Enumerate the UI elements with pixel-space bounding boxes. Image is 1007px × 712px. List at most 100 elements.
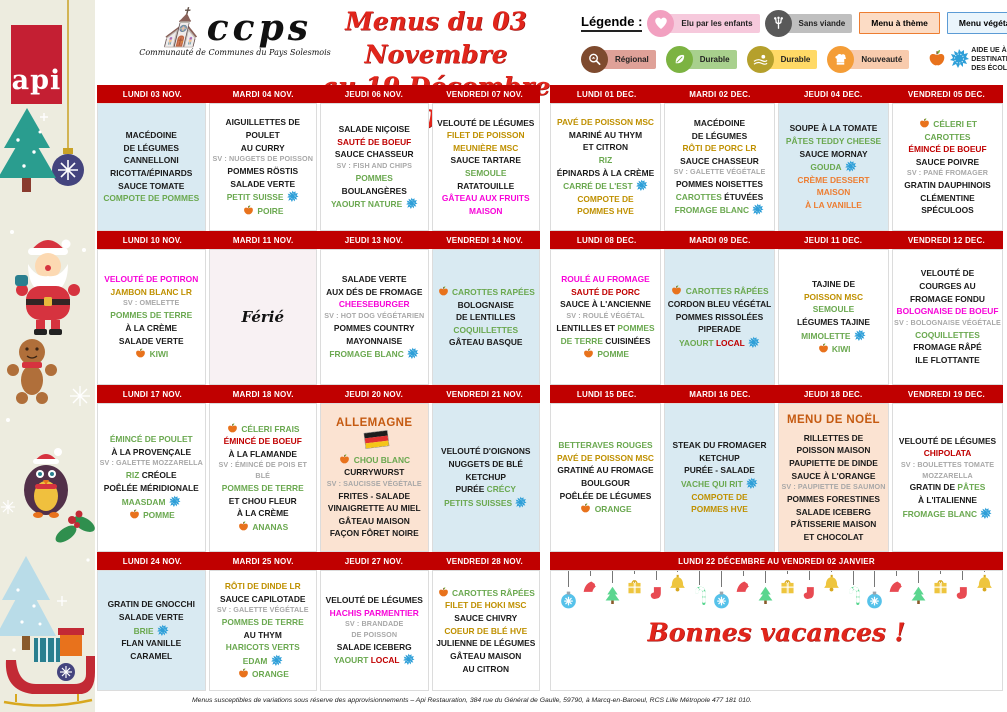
menu-line: YAOURT LOCAL xyxy=(326,653,423,667)
week-header-row: LUNDI 17 NOV. MARDI 18 NOV. JEUDI 20 NOV. V… xyxy=(97,385,540,403)
menu-cell: CÉLERI ET CAROTTES ÉMINCÉ DE BOEUF SAUCE PO… xyxy=(892,103,1003,231)
eu-fruit-apple-icon xyxy=(226,422,239,434)
menu-cell: VELOUTÉ DE COURGES AU FROMAGE FONDU BOLOGNA… xyxy=(892,249,1003,385)
menu-line: VELOUTÉ DE xyxy=(920,268,975,279)
eu-fruit-apple-icon xyxy=(918,118,931,129)
menu-line: RILLETTES DE xyxy=(803,432,864,443)
menu-line: CORDON BLEU VÉGÉTAL xyxy=(667,299,772,310)
menu-line: BOULGOUR xyxy=(581,478,630,488)
menu-line: CURRYWURST xyxy=(344,467,405,478)
menu-line: RICOTTA/ÉPINARDS xyxy=(110,168,193,178)
holiday-cell: Bonnes vacances ! xyxy=(550,570,1003,691)
legend-elu-par-les-enfants: Elu par les enfants xyxy=(647,9,760,37)
menu-line: GÂTEAU BASQUE xyxy=(448,337,523,348)
menu-line: FAÇON FÔRET NOIRE xyxy=(329,528,419,539)
day-header: JEUDI 27 NOV. xyxy=(344,556,404,566)
menu-line: COQUILLETTES xyxy=(915,329,980,340)
footer-note: Menus susceptibles de variations sous ré… xyxy=(192,697,752,704)
menu-line: ROULÉ AU FROMAGE xyxy=(561,274,650,285)
field-icon xyxy=(746,46,774,74)
day-header: JEUDI 06 NOV. xyxy=(344,89,404,99)
menu-line: KIWI xyxy=(797,342,870,356)
ornament-cane xyxy=(690,571,709,608)
menu-cell: TAJINE DE POISSON MSC SEMOULE LÉGUMES TAJIN… xyxy=(778,249,889,385)
menu-line: ET CHOCOLAT xyxy=(803,531,864,542)
day-header: MARDI 04 NOV. xyxy=(232,89,294,99)
chef-hat-icon xyxy=(827,46,855,74)
menu-line: AU CURRY xyxy=(240,142,285,153)
menu-line: CÉLERI ET xyxy=(904,117,990,131)
menu-line: DE TERRE CUISINÉES xyxy=(560,335,651,346)
menu-line: SAUTÉ DE BOEUF xyxy=(337,136,412,147)
menu-line: POISSON MAISON xyxy=(796,445,871,456)
menu-line: SV : BRANDADE xyxy=(345,619,404,629)
ornament-bell xyxy=(668,571,687,595)
menu-line: YAOURT LOCAL xyxy=(668,336,772,350)
menu-line: AU THYM xyxy=(243,629,282,640)
ornament-stocking xyxy=(800,571,819,603)
week-header-row: LUNDI 10 NOV. MARDI 11 NOV. JEUDI 13 NOV. V… xyxy=(97,231,540,249)
menu-line: PETITS SUISSES xyxy=(441,496,530,510)
menu-cell: CAROTTES RAPÉES BOLOGNAISE DE LENTILLES COQ… xyxy=(431,249,540,385)
menu-line: SAUCE TARTARE xyxy=(450,155,521,166)
menu-cell: CAROTTES RÂPÉES FILET DE HOKI MSC SAUCE CH… xyxy=(431,570,540,691)
eu-fruit-apple-icon xyxy=(817,343,830,354)
menu-line: MOZZARELLA xyxy=(922,470,973,480)
menu-line: ALLEMAGNE xyxy=(322,415,427,450)
menu-line: STEAK DU FROMAGER xyxy=(672,440,767,451)
menu-line: JULIENNE DE LÉGUMES xyxy=(436,638,536,649)
menu-line: SAUCE CHIVRY xyxy=(454,613,518,624)
menu-line: GRATIN DE GNOCCHI xyxy=(107,599,195,610)
menu-line: CLÉMENTINE xyxy=(920,192,975,203)
menu-line: ÉPINARDS À LA CRÈME xyxy=(556,167,655,178)
eu-milk-icon xyxy=(745,477,758,489)
menu-line: ET CITRON xyxy=(582,142,629,153)
ornament-bell xyxy=(822,571,841,595)
menu-line: RATATOUILLE xyxy=(457,180,515,191)
menu-line: ÉMINCÉ DE BOEUF xyxy=(908,144,987,155)
menu-line: SV : ÉMINCÉ DE POIS ET BLÉ xyxy=(218,460,307,481)
christmas-decor-strip: api xyxy=(0,0,95,712)
menu-line: FROMAGE RÂPÉ xyxy=(913,342,982,353)
menu-line: FROMAGE BLANC xyxy=(899,507,996,521)
day-header: VENDREDI 07 NOV. xyxy=(446,89,523,99)
menu-line: SV : BOLOGNAISE VÉGÉTALE xyxy=(894,317,1001,327)
menu-line: SAUCE À L'ORANGE xyxy=(791,470,876,481)
menu-line: CANNELLONI xyxy=(123,155,179,166)
menu-line: NUGGETS DE BLÉ xyxy=(448,459,523,470)
week-header-row: LUNDI 03 NOV. MARDI 04 NOV. JEUDI 06 NOV. V… xyxy=(97,85,540,103)
ornament-tree xyxy=(909,571,928,606)
menu-cell: CÉLERI FRAIS ÉMINCÉ DE BOEUF À LA FLAMANDE… xyxy=(208,403,317,552)
menu-line: FROMAGE FONDU xyxy=(910,293,985,304)
menu-line: FROMAGE BLANC xyxy=(324,347,424,361)
eu-milk-icon xyxy=(949,48,970,71)
menu-cell: SALADE VERTE AUX DÉS DE FROMAGE CHEESEBURG… xyxy=(320,249,429,385)
menu-line: LÉGUMES TAJINE xyxy=(797,317,870,327)
day-header: MARDI 09 DEC. xyxy=(689,235,751,245)
menu-line: VELOUTÉ DE POTIRON xyxy=(104,274,199,285)
eu-milk-icon xyxy=(286,190,299,203)
menu-line: PÂTES TEDDY CHEESE xyxy=(785,135,882,146)
ccps-church-icon: ⛪ xyxy=(157,7,207,49)
menu-line: MACÉDOINE xyxy=(693,117,746,128)
menu-line: BOLOGNAISE xyxy=(457,299,514,310)
day-header: LUNDI 15 DEC. xyxy=(576,389,637,399)
eu-milk-icon xyxy=(979,507,992,519)
menu-line: GRATIN DE PÂTES xyxy=(909,482,986,493)
menu-line: COMPOTE DE xyxy=(577,193,634,204)
day-header: MARDI 02 DEC. xyxy=(689,89,751,99)
menu-line: COQUILLETTES xyxy=(453,324,519,335)
menu-line: FRITES - SALADE xyxy=(338,490,411,501)
menu-cell: SOUPE À LA TOMATE PÂTES TEDDY CHEESE SAUCE… xyxy=(778,103,889,231)
day-header: VENDREDI 05 DEC. xyxy=(907,89,985,99)
eu-milk-icon xyxy=(405,197,418,210)
menu-line: SALADE VERTE xyxy=(118,335,184,346)
menu-line: YAOURT NATURE xyxy=(331,197,418,211)
menu-cell: CAROTTES RÂPÉES CORDON BLEU VÉGÉTAL POMMES… xyxy=(664,249,775,385)
menu-line: HACHIS PARMENTIER xyxy=(329,607,419,618)
menu-line: ET CHOU FLEUR xyxy=(228,495,297,506)
ornament-hat xyxy=(734,571,754,599)
menu-line: FLAN VANILLE xyxy=(121,638,182,649)
menu-line: CARAMEL xyxy=(130,650,173,661)
menu-line: GRATIN DAUPHINOIS xyxy=(904,180,991,191)
